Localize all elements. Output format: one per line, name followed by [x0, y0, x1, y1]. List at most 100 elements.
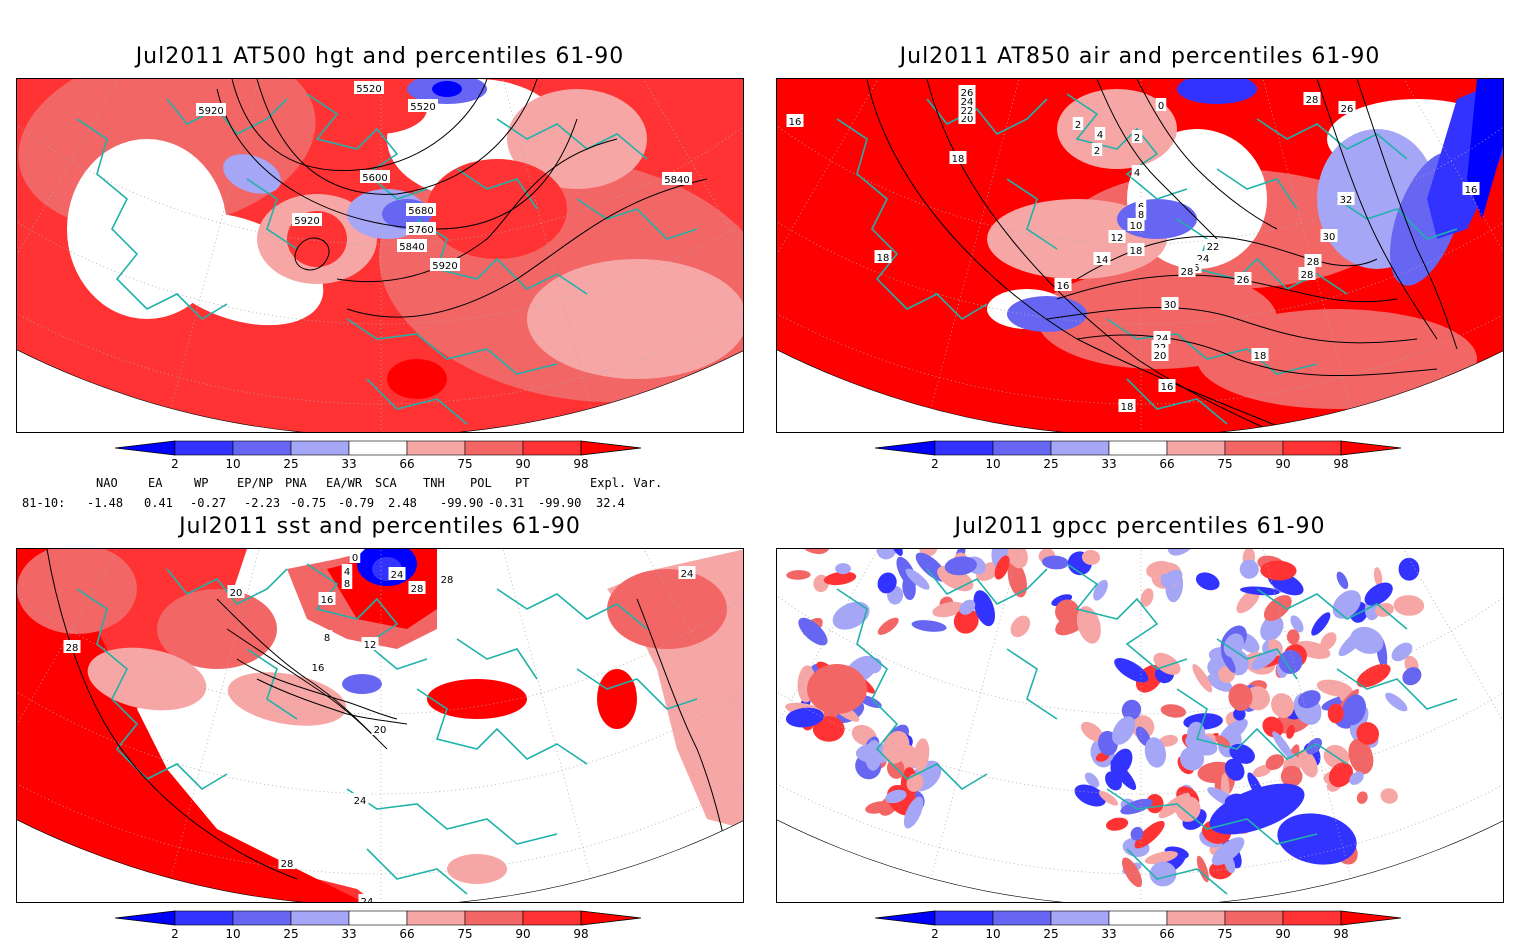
contour-label: 10 — [1127, 218, 1145, 232]
precip-anomaly — [1121, 699, 1142, 721]
precip-anomaly — [919, 549, 938, 557]
coastline — [836, 118, 988, 321]
anomaly-region — [327, 84, 427, 134]
precip-anomaly — [1286, 724, 1295, 739]
precip-anomaly — [1239, 559, 1259, 579]
precip-anomaly — [1074, 784, 1106, 807]
precip-anomaly — [913, 738, 930, 772]
contour-label: 20 — [1151, 348, 1169, 362]
colorbar-tick-label: 90 — [515, 457, 530, 471]
contour-line — [256, 79, 538, 195]
contour-line — [336, 138, 618, 283]
svg-text:16: 16 — [1161, 382, 1174, 393]
coastline — [1176, 688, 1348, 765]
coastline — [76, 588, 228, 791]
contour-label: 22 — [1204, 239, 1222, 253]
svg-text:12: 12 — [1111, 233, 1124, 244]
colorbar-segment — [1166, 440, 1226, 456]
svg-text:28: 28 — [281, 859, 294, 870]
precip-anomaly — [1221, 649, 1236, 673]
contour-label: 16 — [1462, 182, 1480, 196]
contour-label: 24 — [678, 566, 696, 580]
precip-anomaly — [953, 608, 979, 634]
precip-anomaly — [1356, 663, 1391, 688]
contour-label: 18 — [949, 151, 967, 165]
contour-label: 30 — [1320, 229, 1338, 243]
precip-anomaly — [1356, 722, 1380, 745]
contour-line — [236, 658, 398, 720]
indices-row-label: 81-10: — [22, 496, 66, 510]
svg-text:24: 24 — [1197, 254, 1210, 265]
colorbar-segment — [522, 440, 582, 456]
colorbar-segment — [290, 910, 350, 926]
coastline — [1216, 638, 1298, 680]
precip-anomaly — [832, 601, 870, 630]
index-value: 32.4 — [596, 496, 625, 510]
precip-anomaly — [1192, 664, 1213, 693]
index-value: -99.90 — [538, 496, 582, 510]
svg-text:22: 22 — [1207, 242, 1220, 253]
colorbar-segment — [406, 440, 466, 456]
meridian-line — [380, 549, 743, 798]
map-gpcc — [777, 549, 1503, 902]
coastline — [926, 568, 1048, 606]
precip-anomaly — [1338, 628, 1368, 657]
contour-line — [1046, 306, 1418, 344]
precip-anomaly — [1320, 632, 1337, 651]
svg-text:4: 4 — [1097, 130, 1103, 141]
index-value: -0.75 — [290, 496, 327, 510]
svg-text:24: 24 — [1156, 334, 1169, 345]
precip-anomaly — [1336, 571, 1349, 589]
precip-anomaly — [882, 730, 910, 764]
coastline — [1066, 93, 1188, 200]
contour-line — [926, 79, 1278, 432]
colorbar-tick-label: 66 — [399, 927, 414, 940]
contour-label: 5840 — [662, 172, 692, 186]
coastline — [1126, 848, 1228, 895]
contour-label: 5600 — [360, 170, 390, 184]
contour-label: 28 — [278, 856, 296, 870]
contour-line — [1076, 235, 1378, 280]
precip-anomaly — [835, 563, 851, 575]
precip-anomaly — [1262, 716, 1284, 738]
precip-anomaly — [1051, 594, 1073, 607]
contour-label: 2 — [1091, 143, 1103, 157]
index-value: 0.41 — [144, 496, 173, 510]
contour-label: 18 — [874, 250, 892, 264]
coastline — [1336, 198, 1458, 240]
precip-anomaly — [1158, 793, 1191, 819]
precip-anomaly — [1144, 737, 1167, 768]
contour-label: 18 — [1251, 348, 1269, 362]
contour-line — [216, 598, 378, 740]
panel-title-at500: Jul2011 AT500 hgt and percentiles 61-90 — [135, 44, 625, 69]
contour-label: 28 — [1304, 254, 1322, 268]
colorbar-tick-label: 75 — [457, 927, 472, 940]
contour-label: 4 — [1131, 165, 1143, 179]
precip-anomaly — [1342, 694, 1367, 726]
index-header: PNA — [285, 476, 307, 490]
precip-anomaly — [1356, 791, 1368, 804]
contour-label: 26 — [958, 85, 976, 99]
anomaly-region — [527, 259, 743, 379]
colorbar-tick-label: 66 — [1159, 927, 1174, 940]
contour-label: 30 — [1161, 297, 1179, 311]
anomaly-region — [427, 159, 567, 259]
precip-anomaly — [973, 590, 995, 627]
precip-anomaly — [1146, 794, 1164, 814]
colorbar-segment — [992, 910, 1052, 926]
colorbar-tick-label: 75 — [1217, 457, 1232, 471]
svg-text:24: 24 — [681, 569, 694, 580]
svg-text:16: 16 — [321, 595, 334, 606]
svg-text:18: 18 — [877, 253, 890, 264]
colorbar-arrow-high — [580, 910, 642, 926]
svg-text:18: 18 — [1121, 402, 1134, 413]
coastline — [836, 588, 988, 791]
svg-text:5600: 5600 — [362, 173, 387, 184]
precip-anomaly — [944, 556, 977, 576]
coastline — [1126, 378, 1228, 425]
index-value: -0.31 — [488, 496, 525, 510]
precip-anomaly — [1228, 683, 1253, 711]
precip-anomaly — [1207, 674, 1233, 692]
precip-anomaly — [1007, 549, 1028, 569]
coastline — [456, 638, 538, 680]
